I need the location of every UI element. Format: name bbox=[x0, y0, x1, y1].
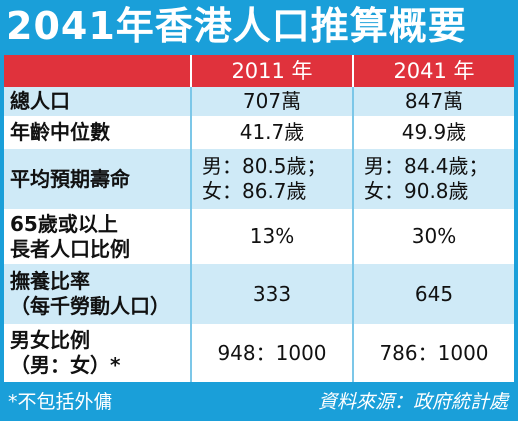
text-line: 年齡中位數 bbox=[10, 120, 110, 144]
text-line: 女：86.7歲 bbox=[202, 179, 307, 203]
cell-value: 13% bbox=[190, 209, 352, 264]
text-line: 男：80.5歲； bbox=[202, 154, 327, 178]
cell-value: 786：1000 bbox=[352, 324, 514, 382]
text-line: （男：女）* bbox=[10, 353, 121, 377]
column-header: 2011 年 bbox=[190, 55, 352, 87]
cell-value: 男：80.5歲； 女：86.7歲 bbox=[190, 149, 352, 209]
cell-value: 333 bbox=[190, 264, 352, 324]
cell-value: 948：1000 bbox=[190, 324, 352, 382]
text-line: 645 bbox=[414, 281, 454, 306]
text-line: 女：90.8歲 bbox=[364, 179, 469, 203]
cell-value: 847萬 bbox=[352, 87, 514, 116]
header-blank bbox=[4, 55, 190, 87]
text-line: 長者人口比例 bbox=[10, 236, 130, 261]
row-label: 65歲或以上 長者人口比例 bbox=[4, 209, 190, 264]
text-line: （每千勞動人口） bbox=[10, 294, 170, 318]
cell-value: 645 bbox=[352, 264, 514, 324]
cell-value: 707萬 bbox=[190, 87, 352, 116]
text-line: 41.7歲 bbox=[239, 120, 305, 144]
text-line: 707萬 bbox=[242, 89, 302, 113]
text-line: 13% bbox=[249, 224, 295, 248]
text-line: 撫養比率 bbox=[10, 269, 90, 293]
footer: *不包括外傭 資料來源：政府統計處 bbox=[0, 384, 518, 421]
text-line: 平均預期壽命 bbox=[10, 166, 130, 191]
text-line: 847萬 bbox=[404, 89, 464, 113]
text-line: 948：1000 bbox=[217, 340, 327, 365]
cell-value: 男：84.4歲； 女：90.8歲 bbox=[352, 149, 514, 209]
text-line: 男：84.4歲； bbox=[364, 154, 489, 178]
row-label: 男女比例 （男：女）* bbox=[4, 324, 190, 382]
text-line: 65歲或以上 bbox=[10, 211, 118, 236]
text-line: 786：1000 bbox=[379, 340, 489, 365]
text-line: 49.9歲 bbox=[401, 120, 467, 144]
row-label: 年齡中位數 bbox=[4, 116, 190, 149]
source: 資料來源：政府統計處 bbox=[317, 391, 508, 413]
text-line: 30% bbox=[411, 224, 457, 248]
row-label: 總人口 bbox=[4, 87, 190, 116]
column-header: 2041 年 bbox=[352, 55, 514, 87]
text-line: 男女比例 bbox=[10, 328, 90, 352]
cell-value: 49.9歲 bbox=[352, 116, 514, 149]
cell-value: 41.7歲 bbox=[190, 116, 352, 149]
title: 2041年香港人口推算概要 bbox=[6, 4, 467, 48]
table: 2011 年 2041 年總人口 707萬 847萬年齡中位數 41.7歲 49.9歲平均… bbox=[4, 55, 514, 382]
footnote: *不包括外傭 bbox=[8, 391, 113, 413]
row-label: 撫養比率 （每千勞動人口） bbox=[4, 264, 190, 324]
text-line: 333 bbox=[252, 281, 292, 306]
text-line: 總人口 bbox=[10, 89, 70, 113]
row-label: 平均預期壽命 bbox=[4, 149, 190, 209]
cell-value: 30% bbox=[352, 209, 514, 264]
